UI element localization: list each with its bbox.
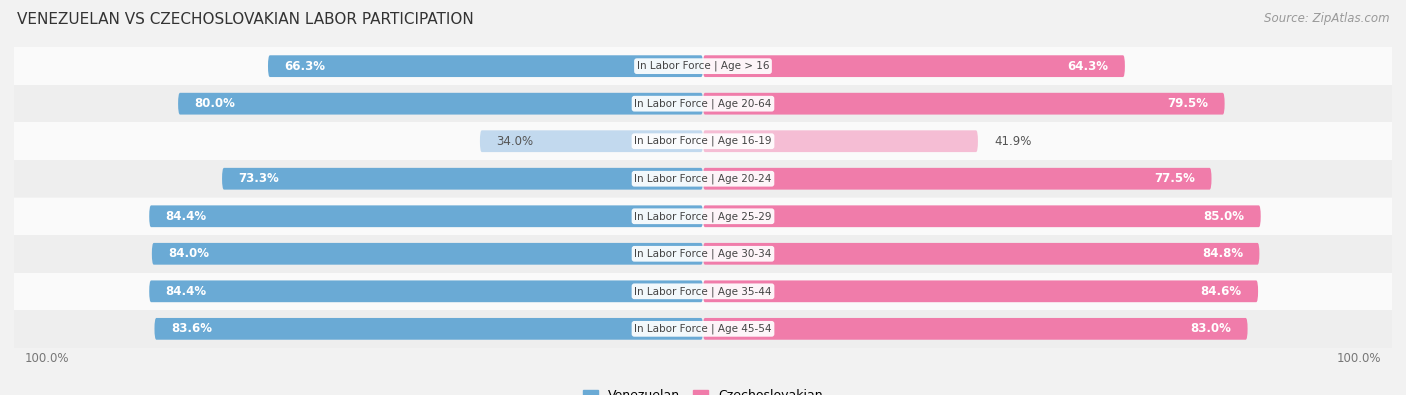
Bar xyxy=(14,235,1392,273)
Text: 79.5%: 79.5% xyxy=(1167,97,1208,110)
FancyBboxPatch shape xyxy=(179,93,703,115)
Legend: Venezuelan, Czechoslovakian: Venezuelan, Czechoslovakian xyxy=(578,384,828,395)
Text: In Labor Force | Age 35-44: In Labor Force | Age 35-44 xyxy=(634,286,772,297)
Text: 83.6%: 83.6% xyxy=(172,322,212,335)
Bar xyxy=(14,85,1392,122)
Text: 84.4%: 84.4% xyxy=(166,210,207,223)
Text: 73.3%: 73.3% xyxy=(239,172,280,185)
FancyBboxPatch shape xyxy=(152,243,703,265)
FancyBboxPatch shape xyxy=(222,168,703,190)
Text: 77.5%: 77.5% xyxy=(1154,172,1195,185)
FancyBboxPatch shape xyxy=(703,205,1261,227)
Text: Source: ZipAtlas.com: Source: ZipAtlas.com xyxy=(1264,12,1389,25)
FancyBboxPatch shape xyxy=(479,130,703,152)
Text: In Labor Force | Age 25-29: In Labor Force | Age 25-29 xyxy=(634,211,772,222)
Text: 84.6%: 84.6% xyxy=(1201,285,1241,298)
Text: In Labor Force | Age 16-19: In Labor Force | Age 16-19 xyxy=(634,136,772,147)
Text: In Labor Force | Age 20-64: In Labor Force | Age 20-64 xyxy=(634,98,772,109)
FancyBboxPatch shape xyxy=(149,280,703,302)
Bar xyxy=(14,310,1392,348)
Text: VENEZUELAN VS CZECHOSLOVAKIAN LABOR PARTICIPATION: VENEZUELAN VS CZECHOSLOVAKIAN LABOR PART… xyxy=(17,12,474,27)
FancyBboxPatch shape xyxy=(703,55,1125,77)
Text: 84.0%: 84.0% xyxy=(169,247,209,260)
Text: 66.3%: 66.3% xyxy=(284,60,325,73)
Text: 84.4%: 84.4% xyxy=(166,285,207,298)
FancyBboxPatch shape xyxy=(703,243,1260,265)
Text: 34.0%: 34.0% xyxy=(496,135,533,148)
Text: 80.0%: 80.0% xyxy=(194,97,235,110)
Text: In Labor Force | Age 20-24: In Labor Force | Age 20-24 xyxy=(634,173,772,184)
Text: 41.9%: 41.9% xyxy=(994,135,1032,148)
FancyBboxPatch shape xyxy=(155,318,703,340)
FancyBboxPatch shape xyxy=(703,168,1212,190)
FancyBboxPatch shape xyxy=(703,130,979,152)
Bar xyxy=(14,160,1392,198)
Text: In Labor Force | Age 30-34: In Labor Force | Age 30-34 xyxy=(634,248,772,259)
Text: 64.3%: 64.3% xyxy=(1067,60,1108,73)
Bar xyxy=(14,122,1392,160)
FancyBboxPatch shape xyxy=(703,318,1247,340)
FancyBboxPatch shape xyxy=(149,205,703,227)
Text: 85.0%: 85.0% xyxy=(1204,210,1244,223)
FancyBboxPatch shape xyxy=(703,280,1258,302)
Text: In Labor Force | Age 45-54: In Labor Force | Age 45-54 xyxy=(634,324,772,334)
Text: In Labor Force | Age > 16: In Labor Force | Age > 16 xyxy=(637,61,769,71)
Text: 83.0%: 83.0% xyxy=(1191,322,1232,335)
Bar xyxy=(14,198,1392,235)
FancyBboxPatch shape xyxy=(703,93,1225,115)
FancyBboxPatch shape xyxy=(269,55,703,77)
Bar xyxy=(14,273,1392,310)
Bar xyxy=(14,47,1392,85)
Text: 84.8%: 84.8% xyxy=(1202,247,1243,260)
